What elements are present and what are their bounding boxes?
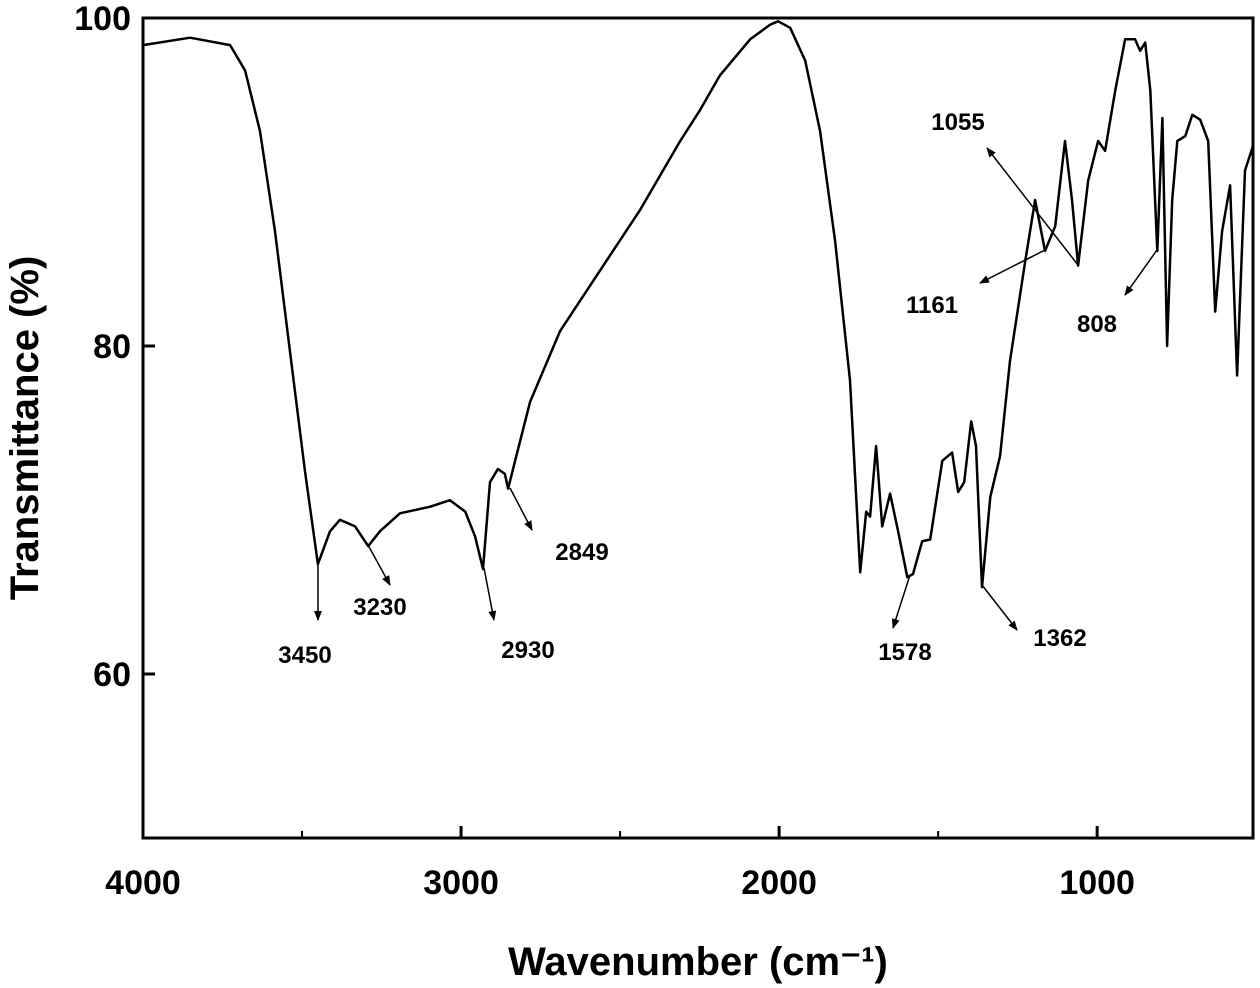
annotation-label: 1055 (931, 109, 984, 136)
annotation-label: 2930 (501, 637, 554, 664)
annotation-arrow (891, 574, 911, 629)
x-axis-title: Wavenumber (cm⁻¹) (508, 940, 888, 984)
annotation-label: 1362 (1033, 625, 1086, 652)
annotation-label: 1578 (878, 639, 931, 666)
x-tick-label: 4000 (105, 864, 181, 902)
y-axis-title: Transmittance (%) (3, 256, 47, 601)
y-tick-label: 80 (93, 328, 131, 366)
y-tick-label: 60 (93, 656, 131, 694)
annotation-arrow (986, 147, 1079, 266)
annotation-label: 3230 (353, 594, 406, 621)
annotation-arrow (367, 544, 391, 586)
x-tick-label: 3000 (423, 864, 499, 902)
annotation-label: 3450 (278, 642, 331, 669)
annotation-arrow (1124, 249, 1158, 296)
annotation-arrow (509, 487, 533, 531)
annotation-label: 1161 (906, 292, 958, 319)
annotation-arrow (483, 567, 497, 621)
y-tick-label: 100 (74, 0, 131, 38)
annotation-label: 808 (1077, 311, 1117, 338)
spectrum-line (142, 20, 1255, 589)
annotation-arrow (979, 249, 1046, 284)
annotation-label: 2849 (555, 539, 608, 566)
x-tick-label: 2000 (741, 864, 817, 902)
x-tick-label: 1000 (1059, 864, 1135, 902)
plot-frame (141, 16, 1255, 840)
annotation-arrow (981, 584, 1018, 631)
